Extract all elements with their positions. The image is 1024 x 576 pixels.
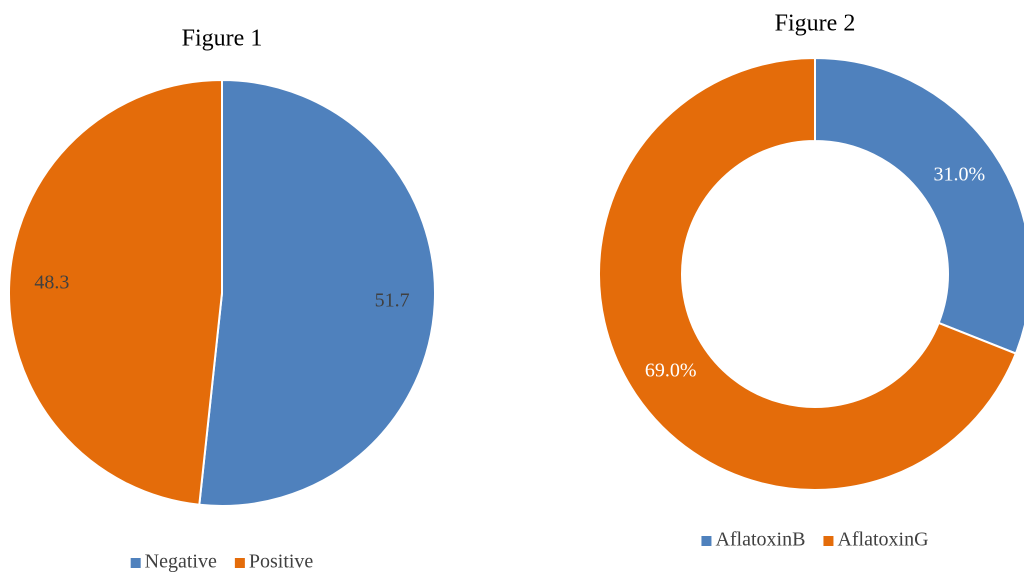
chart-title: Figure 1 (182, 26, 263, 52)
data-label: 51.7 (375, 290, 410, 312)
slice (198, 78, 436, 507)
slice (814, 56, 1024, 355)
data-label: 31.0% (933, 164, 985, 186)
slice (8, 78, 223, 506)
legend-label: AflatoxinB (715, 529, 805, 551)
chart-title: Figure 2 (775, 11, 856, 37)
legend-swatch (234, 558, 245, 568)
legend-label: AflatoxinG (837, 529, 928, 551)
data-label: 69.0% (645, 360, 697, 382)
legend-label: Positive (249, 551, 314, 573)
slice (598, 56, 1018, 491)
legend-swatch (823, 536, 834, 546)
legend-label: Negative (145, 551, 217, 573)
data-label: 48.3 (34, 271, 69, 293)
legend-swatch (701, 536, 712, 546)
legend-swatch (130, 558, 141, 568)
